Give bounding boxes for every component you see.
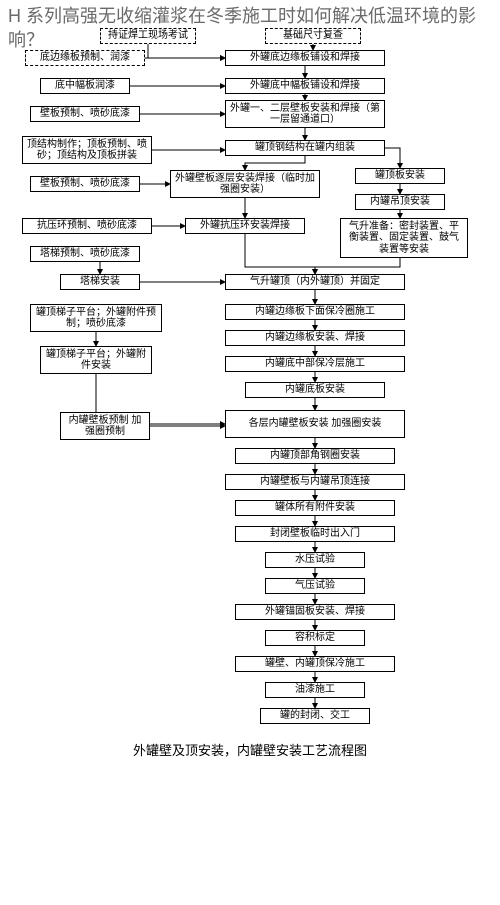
flow-node-n6: 外罐底中幅板铺设和焊接 bbox=[225, 78, 385, 94]
flow-node-n14: 内罐吊顶安装 bbox=[355, 194, 445, 210]
flow-node-n30: 内罐壁板与内罐吊顶连接 bbox=[225, 474, 405, 490]
flow-node-n38: 油漆施工 bbox=[265, 682, 365, 698]
flow-node-n10: 罐顶钢结构在罐内组装 bbox=[225, 140, 385, 156]
flow-node-n16: 外罐抗压环安装焊接 bbox=[185, 218, 305, 234]
flow-node-n25: 内罐底中部保冷层施工 bbox=[225, 356, 405, 372]
flow-node-n32: 封闭壁板临时出入门 bbox=[235, 526, 395, 542]
flow-node-n37: 罐壁、内罐顶保冷施工 bbox=[235, 656, 395, 672]
flow-node-n35: 外罐锚固板安装、焊接 bbox=[235, 604, 395, 620]
flow-edge bbox=[245, 234, 315, 274]
flow-node-n19: 塔梯安装 bbox=[60, 274, 140, 290]
flow-node-n28: 各层内罐壁板安装 加强圈安装 bbox=[225, 410, 405, 438]
flow-node-n31: 罐体所有附件安装 bbox=[235, 500, 395, 516]
flow-node-n33: 水压试验 bbox=[265, 552, 365, 568]
flow-node-n24: 罐顶梯子平台；外罐附件安装 bbox=[40, 346, 152, 374]
flow-edge bbox=[245, 156, 305, 170]
flow-node-n39: 罐的封闭、交工 bbox=[260, 708, 370, 724]
flowchart-caption: 外罐壁及顶安装，内罐壁安装工艺流程图 bbox=[120, 740, 380, 759]
flow-node-n34: 气压试验 bbox=[265, 578, 365, 594]
flow-node-n5: 底中幅板润漆 bbox=[40, 78, 130, 94]
flowchart: 持证焊工现场考试基础尺寸复查底边缘板预制、润漆外罐底边缘板铺设和焊接底中幅板润漆… bbox=[0, 20, 500, 880]
flow-node-n15: 抗压环预制、喷砂底漆 bbox=[22, 218, 152, 234]
flow-node-n12: 壁板预制、喷砂底漆 bbox=[30, 176, 140, 192]
flow-node-n18: 塔梯预制、喷砂底漆 bbox=[30, 246, 140, 262]
flow-edge bbox=[315, 258, 400, 274]
flow-node-n17: 气升准备：密封装置、平衡装置、固定装置、鼓气装置等安装 bbox=[340, 218, 468, 258]
flow-node-n8: 外罐一、二层壁板安装和焊接（第一层留通道口） bbox=[225, 100, 385, 128]
flow-node-n22: 内罐边缘板下面保冷圈施工 bbox=[225, 304, 405, 320]
flow-node-n27: 内罐壁板预制 加强圈预制 bbox=[60, 412, 150, 440]
flow-node-n9: 顶结构制作；顶板预制、喷砂；顶结构及顶板拼装 bbox=[22, 136, 152, 164]
page-title: H 系列高强无收缩灌浆在冬季施工时如何解决低温环境的影响？ bbox=[8, 4, 492, 53]
flow-node-n26: 内罐底板安装 bbox=[245, 382, 385, 398]
flow-node-n21: 罐顶梯子平台；外罐附件预制；喷砂底漆 bbox=[30, 304, 162, 332]
flow-node-n20: 气升罐顶（内外罐顶）并固定 bbox=[225, 274, 405, 290]
flow-node-n11: 外罐壁板逐层安装焊接（临时加强圈安装） bbox=[170, 170, 320, 198]
flow-node-n29: 内罐顶部角钢圈安装 bbox=[235, 448, 395, 464]
flow-node-n36: 容积标定 bbox=[265, 630, 365, 646]
flow-node-n23: 内罐边缘板安装、焊接 bbox=[225, 330, 405, 346]
flow-node-n7: 壁板预制、喷砂底漆 bbox=[30, 106, 140, 122]
flow-node-n13: 罐顶板安装 bbox=[355, 168, 445, 184]
flow-edge bbox=[385, 148, 400, 168]
